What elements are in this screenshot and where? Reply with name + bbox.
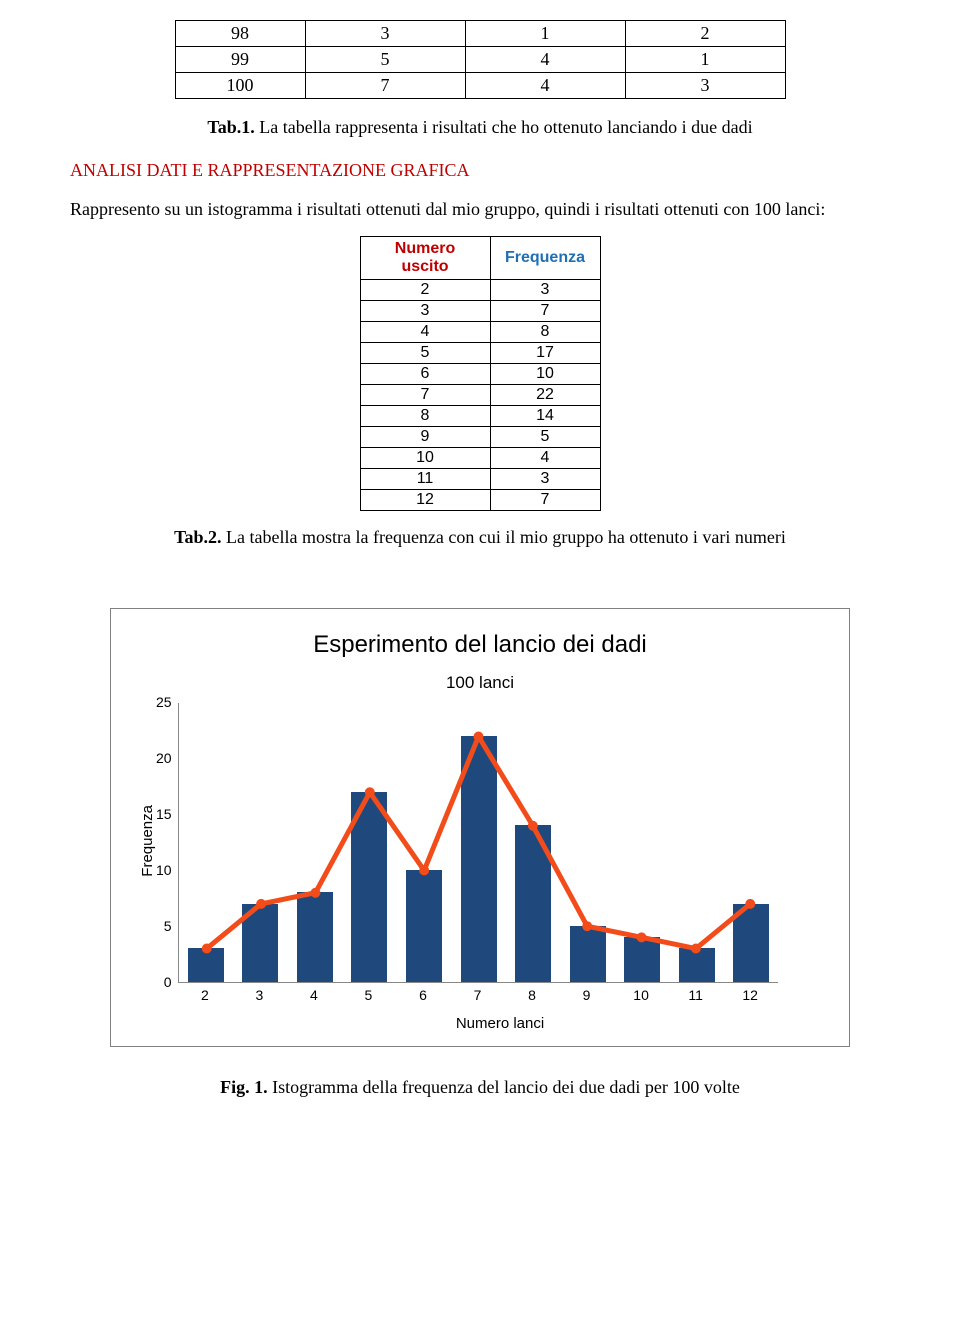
caption-label: Fig. 1.: [220, 1077, 268, 1097]
table-cell: 6: [360, 364, 490, 385]
table-cell: 7: [490, 301, 600, 322]
table-cell: 1: [465, 21, 625, 47]
caption-text: Istogramma della frequenza del lancio de…: [268, 1077, 740, 1097]
table-cell: 3: [360, 301, 490, 322]
table-cell: 17: [490, 343, 600, 364]
chart-container: Esperimento del lancio dei dadi 100 lanc…: [110, 608, 850, 1047]
table-cell: 5: [305, 47, 465, 73]
table-cell: 2: [625, 21, 785, 47]
table-cell: 12: [360, 490, 490, 511]
table-cell: 8: [360, 406, 490, 427]
table-2-caption: Tab.2. La tabella mostra la frequenza co…: [70, 527, 890, 548]
table-cell: 11: [360, 469, 490, 490]
table-cell: 3: [305, 21, 465, 47]
table-cell: 7: [305, 73, 465, 99]
table-cell: 10: [490, 364, 600, 385]
caption-label: Tab.1.: [207, 117, 254, 137]
table-cell: 2: [360, 280, 490, 301]
y-axis-label: Frequenza: [137, 805, 156, 877]
x-axis-label: Numero lanci: [177, 1015, 823, 1032]
caption-text: La tabella mostra la frequenza con cui i…: [222, 527, 786, 547]
table-cell: 99: [175, 47, 305, 73]
table-cell: 4: [465, 73, 625, 99]
chart-plot-area: [178, 703, 778, 983]
section-heading: ANALISI DATI E RAPPRESENTAZIONE GRAFICA: [70, 160, 890, 181]
table-cell: 9: [360, 427, 490, 448]
table-cell: 3: [625, 73, 785, 99]
table-1: 9831299541100743: [175, 20, 786, 99]
table-cell: 14: [490, 406, 600, 427]
table-header: Frequenza: [490, 237, 600, 280]
chart-line-overlay: [179, 703, 778, 982]
chart-title: Esperimento del lancio dei dadi: [137, 631, 823, 659]
table-cell: 1: [625, 47, 785, 73]
table-cell: 100: [175, 73, 305, 99]
table-header: Numero uscito: [360, 237, 490, 280]
table-cell: 4: [465, 47, 625, 73]
chart-subtitle: 100 lanci: [137, 673, 823, 693]
y-axis-ticks: 2520151050: [156, 695, 178, 975]
table-cell: 3: [490, 280, 600, 301]
table-cell: 5: [490, 427, 600, 448]
table-cell: 22: [490, 385, 600, 406]
table-cell: 5: [360, 343, 490, 364]
table-cell: 7: [490, 490, 600, 511]
x-axis-ticks: 23456789101112: [178, 987, 778, 1003]
table-cell: 4: [360, 322, 490, 343]
table-cell: 98: [175, 21, 305, 47]
table-2: Numero uscitoFrequenza 23374851761072281…: [360, 236, 601, 511]
table-cell: 10: [360, 448, 490, 469]
figure-1-caption: Fig. 1. Istogramma della frequenza del l…: [70, 1077, 890, 1098]
paragraph-intro: Rappresento su un istogramma i risultati…: [70, 199, 890, 220]
table-1-caption: Tab.1. La tabella rappresenta i risultat…: [70, 117, 890, 138]
table-cell: 7: [360, 385, 490, 406]
table-cell: 8: [490, 322, 600, 343]
caption-label: Tab.2.: [174, 527, 221, 547]
table-cell: 4: [490, 448, 600, 469]
table-cell: 3: [490, 469, 600, 490]
caption-text: La tabella rappresenta i risultati che h…: [255, 117, 753, 137]
